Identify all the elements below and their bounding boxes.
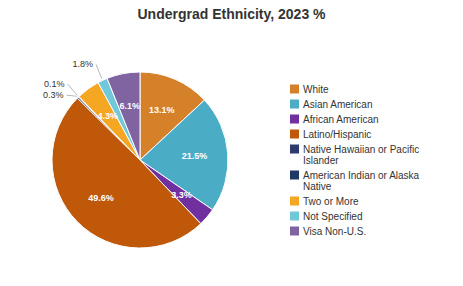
data-label: 1.8% (73, 59, 94, 69)
legend-swatch (290, 115, 299, 124)
legend-label-line: Visa Non-U.S. (303, 226, 366, 237)
legend-item: Visa Non-U.S. (290, 226, 366, 237)
data-label: 21.5% (182, 151, 208, 161)
legend-item: Asian American (290, 99, 372, 110)
legend-item: Two or More (290, 196, 359, 207)
legend-label-line: Latino/Hispanic (303, 129, 371, 140)
legend-label: White (303, 84, 329, 95)
legend-label-line: American Indian or Alaska (303, 170, 420, 181)
chart: Undergrad Ethnicity, 2023 % 13.1% 21.5% 3.3… (0, 0, 463, 286)
legend-label-line: African American (303, 114, 379, 125)
legend-label: Not Specified (303, 211, 362, 222)
legend-item: American Indian or AlaskaNative (290, 170, 420, 192)
legend-item: Not Specified (290, 211, 362, 222)
data-labels: 13.1% 21.5% 3.3% 49.6% 4.3%6.1% 0.3%0.1% 1.8% (43, 59, 207, 203)
data-label: 3.3% (171, 190, 192, 200)
leader-line (67, 95, 77, 96)
legend-swatch (290, 171, 299, 180)
legend-label: Visa Non-U.S. (303, 226, 366, 237)
legend-item: Native Hawaiian or PacificIslander (290, 144, 419, 166)
data-label: 6.1% (119, 101, 140, 111)
legend-label: Asian American (303, 99, 372, 110)
data-label: 49.6% (88, 193, 114, 203)
legend-swatch (290, 212, 299, 221)
legend-label-line: Native (303, 181, 332, 192)
leader-line (68, 84, 78, 95)
legend-swatch (290, 130, 299, 139)
legend-label: African American (303, 114, 379, 125)
legend-swatch (290, 100, 299, 109)
data-label: 0.3% (43, 90, 64, 100)
legend-label: Latino/Hispanic (303, 129, 371, 140)
legend-label-line: Native Hawaiian or Pacific (303, 144, 419, 155)
legend-label-line: White (303, 84, 329, 95)
leader-line (96, 64, 102, 78)
data-label: 13.1% (149, 105, 175, 115)
legend-label: American Indian or AlaskaNative (303, 170, 420, 192)
title: Undergrad Ethnicity, 2023 % (137, 6, 326, 22)
legend-swatch (290, 145, 299, 154)
legend-label-line: Not Specified (303, 211, 362, 222)
legend-label-line: Asian American (303, 99, 372, 110)
legend-item: White (290, 84, 329, 95)
legend-label-line: Two or More (303, 196, 359, 207)
legend-item: Latino/Hispanic (290, 129, 371, 140)
data-label: 4.3% (98, 111, 119, 121)
pie (52, 72, 228, 248)
legend-label: Two or More (303, 196, 359, 207)
legend-label-line: Islander (303, 155, 339, 166)
legend-label: Native Hawaiian or PacificIslander (303, 144, 419, 166)
legend-swatch (290, 197, 299, 206)
legend-swatch (290, 227, 299, 236)
data-label: 0.1% (44, 79, 65, 89)
legend-swatch (290, 85, 299, 94)
legend: White Asian American African American Latin… (290, 84, 420, 237)
legend-item: African American (290, 114, 379, 125)
